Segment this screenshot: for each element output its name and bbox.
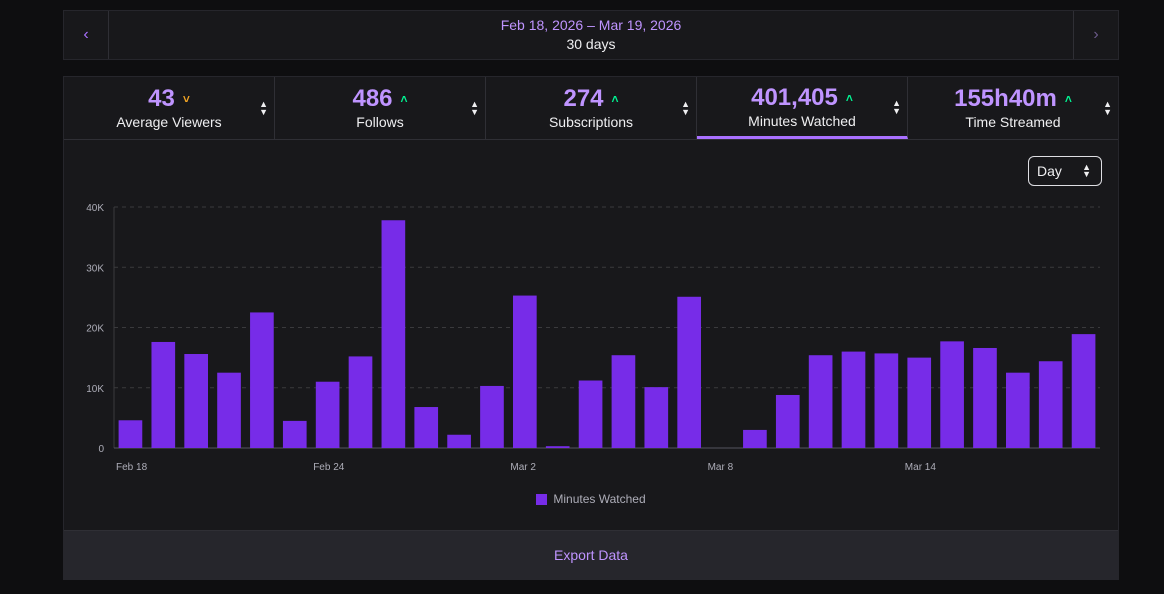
granularity-select[interactable]: Day ▲ ▼ <box>1028 156 1102 186</box>
bar[interactable] <box>808 355 833 448</box>
bar[interactable] <box>250 312 274 448</box>
select-caret-icon: ▲ ▼ <box>1082 162 1091 179</box>
bar[interactable] <box>118 420 143 448</box>
bar[interactable] <box>874 353 899 448</box>
bar[interactable] <box>151 341 176 448</box>
bar[interactable] <box>545 446 570 448</box>
tab-minutes-watched[interactable]: 401,405 ˄ Minutes Watched ▲ ▼ <box>697 77 908 139</box>
metric-label: Minutes Watched <box>748 112 856 129</box>
sort-icon: ▲ ▼ <box>470 99 479 117</box>
minutes-watched-chart: 0 10K 20K 30K 40K Feb 18 Feb 24 Mar 2 Mar 8 Mar 1… <box>86 203 1100 473</box>
next-period-button[interactable]: › <box>1073 11 1118 59</box>
x-tick-label: Mar 14 <box>905 462 937 473</box>
date-range-navigator: ‹ Feb 18, 2026 – Mar 19, 2026 30 days › <box>63 10 1119 60</box>
tab-average-viewers[interactable]: 43 ˅ Average Viewers ▲ ▼ <box>64 77 275 139</box>
bar[interactable] <box>184 354 208 448</box>
export-data-label: Export Data <box>554 547 628 563</box>
chart-legend: Minutes Watched <box>64 492 1118 506</box>
bar[interactable] <box>381 220 406 448</box>
tab-follows[interactable]: 486 ˄ Follows ▲ ▼ <box>275 77 486 139</box>
trend-up-icon: ˄ <box>845 90 853 105</box>
sort-icon: ▲ ▼ <box>1103 99 1112 117</box>
legend-swatch <box>536 493 548 505</box>
export-data-button[interactable]: Export Data <box>64 530 1118 579</box>
y-tick-label: 40K <box>86 203 104 214</box>
date-range-display: Feb 18, 2026 – Mar 19, 2026 30 days <box>109 11 1073 59</box>
bar[interactable] <box>315 381 340 448</box>
bar[interactable] <box>841 351 866 448</box>
stats-panel: 43 ˅ Average Viewers ▲ ▼ 486 ˄ Follows ▲ ▼ 2… <box>63 76 1119 580</box>
bar[interactable] <box>907 357 932 448</box>
trend-down-icon: ˅ <box>182 92 190 106</box>
bar[interactable] <box>743 429 767 448</box>
date-range-text[interactable]: Feb 18, 2026 – Mar 19, 2026 <box>500 17 682 33</box>
bar[interactable] <box>480 385 504 448</box>
bar[interactable] <box>1071 334 1096 448</box>
previous-period-button[interactable]: ‹ <box>64 11 109 59</box>
sort-icon: ▲ ▼ <box>892 97 901 116</box>
bar[interactable] <box>775 394 800 448</box>
bar[interactable] <box>1006 372 1030 448</box>
metric-label: Subscriptions <box>548 114 634 130</box>
x-tick-label: Feb 24 <box>313 462 345 473</box>
trend-up-icon: ˄ <box>1064 92 1072 106</box>
y-tick-label: 0 <box>98 444 104 455</box>
tab-time-streamed[interactable]: 155h40m ˄ Time Streamed ▲ ▼ <box>908 77 1118 139</box>
bar[interactable] <box>217 372 241 448</box>
chevron-right-icon: › <box>1093 26 1099 43</box>
y-tick-label: 30K <box>86 263 104 274</box>
metric-value: 486 <box>352 85 393 112</box>
bar[interactable] <box>578 380 603 448</box>
bar[interactable] <box>973 347 997 448</box>
x-tick-label: Feb 18 <box>116 462 148 473</box>
tab-subscriptions[interactable]: 274 ˄ Subscriptions ▲ ▼ <box>486 77 697 139</box>
metric-value: 401,405 <box>751 83 838 111</box>
metric-value: 43 <box>148 85 175 112</box>
bar[interactable] <box>940 341 964 448</box>
metric-value: 274 <box>563 85 604 112</box>
sort-icon: ▲ ▼ <box>259 99 268 117</box>
bar[interactable] <box>644 387 669 448</box>
chevron-left-icon: ‹ <box>83 26 89 43</box>
bar[interactable] <box>677 296 701 448</box>
x-tick-label: Mar 8 <box>708 462 734 473</box>
bar[interactable] <box>447 434 471 448</box>
metric-label: Follows <box>356 114 404 130</box>
bar[interactable] <box>414 407 439 448</box>
metric-label: Time Streamed <box>965 114 1061 130</box>
bar[interactable] <box>348 356 373 448</box>
y-tick-label: 10K <box>86 384 104 395</box>
metric-label: Average Viewers <box>116 114 222 130</box>
bar[interactable] <box>513 295 537 448</box>
trend-up-icon: ˄ <box>400 92 408 106</box>
y-tick-label: 20K <box>86 324 104 335</box>
bar[interactable] <box>1038 361 1063 448</box>
date-range-days: 30 days <box>566 36 616 52</box>
bar[interactable] <box>282 420 307 448</box>
metric-tabs: 43 ˅ Average Viewers ▲ ▼ 486 ˄ Follows ▲ ▼ 2… <box>64 77 1118 140</box>
sort-icon: ▲ ▼ <box>681 99 690 117</box>
granularity-value: Day <box>1037 163 1062 179</box>
bar[interactable] <box>611 355 636 448</box>
trend-up-icon: ˄ <box>611 92 619 106</box>
metric-value: 155h40m <box>954 85 1057 112</box>
x-tick-label: Mar 2 <box>510 462 536 473</box>
legend-label: Minutes Watched <box>553 492 646 506</box>
